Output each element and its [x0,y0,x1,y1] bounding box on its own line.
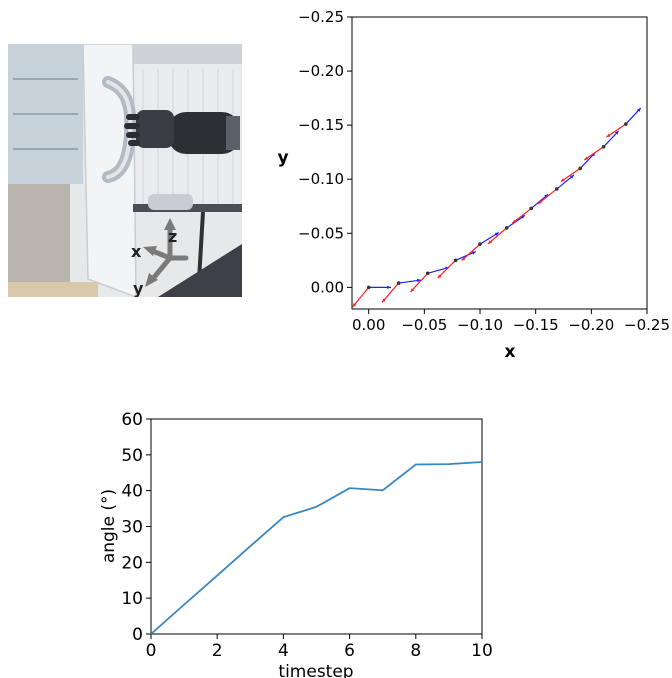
y-axis-arrow-head [584,156,589,160]
trajectory-point [453,258,458,263]
x-axis-arrow-head [637,107,641,112]
trajectory-plot-frame [351,16,648,310]
x-tick-label: 0 [146,641,157,661]
x-axis-arrow-head [544,194,549,199]
y-tick-label: 40 [121,482,143,502]
y-axis-arrow-head [437,274,442,279]
x-axis-arrow [398,279,421,284]
y-axis-arrow [537,188,558,205]
x-axis-arrow-head [416,278,421,283]
y-axis-arrow [560,167,581,183]
x-axis-arrow [625,107,642,125]
y-axis-arrow [487,227,508,245]
trajectory-y-label: y [277,148,288,168]
y-tick-label: −0.10 [298,170,344,188]
x-tick-label: 4 [278,641,289,661]
y-axis-arrow-head [537,200,542,204]
y-tick-label: 60 [121,410,143,430]
photo-axis-z-label: z [168,227,177,246]
x-tick-label: −0.15 [513,316,559,334]
trajectory-point [425,271,430,276]
x-axis-arrow [427,266,450,274]
y-tick-label: 30 [121,518,143,538]
trajectory-x-label: x [505,342,516,362]
y-axis-arrow-head [461,256,466,261]
trajectory-point [624,122,628,126]
angle-x-label: timestep [278,662,353,678]
x-axis-arrow [506,214,526,229]
y-axis-arrow [583,146,604,161]
y-axis-arrow [381,282,400,303]
x-tick-label: −0.25 [624,316,670,334]
x-axis-arrow-head [569,175,574,179]
x-axis-arrow-head [387,285,391,290]
y-axis-arrow-head [382,298,386,303]
angle-y-label: angle (°) [99,489,119,563]
y-axis-arrow-head [410,288,415,293]
angle-marks [150,461,483,635]
y-axis-arrow-head [512,219,517,224]
y-axis-arrow [437,259,456,279]
y-tick-label: −0.20 [298,62,344,80]
trajectory-point [555,187,559,191]
y-tick-label: 20 [121,553,143,573]
y-axis-arrow [511,207,532,224]
trajectory-point [601,144,606,149]
angle-plot-frame [150,418,483,635]
x-axis-arrow [603,130,620,148]
angle-x-ticks: 0 2 4 6 8 10 [146,634,493,661]
trajectory-chart: 0.00 −0.05 −0.10 −0.15 −0.20 −0.25 0.00−0.05−… [277,8,670,362]
x-tick-label: 6 [344,641,355,661]
y-axis-arrow-head [606,133,611,138]
y-axis-arrow-head [488,240,492,244]
y-axis-arrow [606,123,627,138]
trajectory-point [366,285,371,290]
robot-door-photo: x y z [8,44,242,297]
x-axis-arrow [455,250,477,261]
photo-axis-y-label: y [133,279,144,297]
x-axis-arrow [479,231,500,245]
y-tick-label: 10 [121,589,143,609]
x-axis-arrow-head [614,130,619,135]
x-axis-arrow-head [494,232,499,236]
x-tick-label: −0.20 [568,316,614,334]
y-tick-label: 0.00 [311,278,344,296]
angle-y-ticks: 0 10 20 30 40 50 60 [121,410,151,645]
y-axis-arrow [409,272,429,293]
y-axis-arrow [352,286,370,308]
y-tick-label: −0.15 [298,116,344,134]
photo-axis-x-label: x [131,242,142,261]
trajectory-marks [352,107,642,308]
x-axis-arrow [579,152,596,169]
y-tick-label: 0 [132,625,143,645]
x-axis-arrow [556,174,575,190]
trajectory-point [396,281,401,285]
x-tick-label: 0.00 [352,316,385,334]
angle-series-line [150,461,483,635]
trajectory-point [478,242,482,246]
trajectory-point [578,166,583,171]
y-axis-arrow-head [352,302,357,307]
x-tick-label: −0.05 [401,316,447,334]
y-tick-label: 50 [121,446,143,466]
x-tick-label: 10 [471,641,493,661]
y-axis-arrow-head [560,178,565,182]
trajectory-x-ticks: 0.00 −0.05 −0.10 −0.15 −0.20 −0.25 [352,309,670,334]
x-axis-arrow-head [471,251,476,255]
y-tick-label: −0.05 [298,224,344,242]
x-tick-label: 2 [212,641,223,661]
x-tick-label: 8 [410,641,421,661]
trajectory-point [504,226,509,230]
x-tick-label: −0.10 [457,316,503,334]
trajectory-point [529,206,534,211]
angle-chart: 0 2 4 6 8 10 0 10 20 30 40 50 60 timestep angle (°) [99,410,493,678]
y-tick-label: −0.25 [298,8,344,26]
y-axis-arrow [461,243,481,261]
trajectory-y-ticks: 0.00 −0.05 −0.10 −0.15 −0.20 −0.25 [298,8,352,296]
